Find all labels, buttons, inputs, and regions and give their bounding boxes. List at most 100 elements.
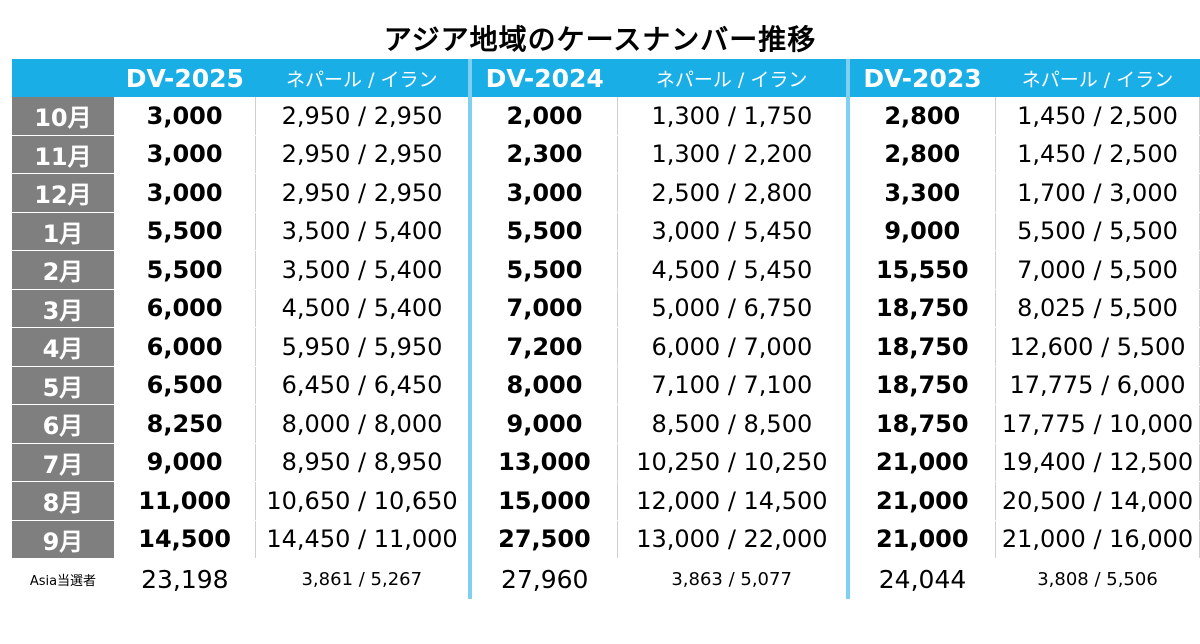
dv2023-total: 18,750 bbox=[845, 289, 996, 328]
dv2024-split: 4,500 / 5,450 bbox=[617, 250, 849, 290]
dv2024-split: 3,000 / 5,450 bbox=[617, 212, 849, 251]
dv2023-total: 15,550 bbox=[845, 250, 996, 290]
table-row: 10月 3,000 2,950 / 2,950 2,000 1,300 / 1,750 2… bbox=[12, 97, 1200, 136]
dv2025-total: 6,500 bbox=[113, 366, 257, 405]
footer-dv2025-split: 3,861 / 5,267 bbox=[301, 568, 423, 590]
month-label: 2月 bbox=[12, 250, 114, 290]
dv2024-total: 9,000 bbox=[467, 404, 619, 444]
dv2025-split: 6,450 / 6,450 bbox=[255, 366, 471, 405]
dv2025-split: 2,950 / 2,950 bbox=[255, 173, 471, 213]
dv2024-split: 5,000 / 6,750 bbox=[617, 289, 849, 328]
table-row: 2月 5,500 3,500 / 5,400 5,500 4,500 / 5,450 15… bbox=[12, 250, 1200, 290]
dv2025-total: 14,500 bbox=[113, 520, 257, 559]
footer-dv2023-total: 24,044 bbox=[845, 558, 996, 599]
dv2024-total: 5,500 bbox=[467, 250, 619, 290]
dv2024-split: 10,250 / 10,250 bbox=[617, 443, 849, 482]
header-corner bbox=[12, 59, 114, 97]
table-row: 7月 9,000 8,950 / 8,950 13,000 10,250 / 10,25… bbox=[12, 443, 1200, 482]
dv2023-split: 21,000 / 16,000 bbox=[995, 520, 1200, 559]
header-row: DV-2025 ネパール / イラン DV-2024 ネパール / イラン DV… bbox=[12, 59, 1200, 97]
dv2024-split: 6,000 / 7,000 bbox=[617, 327, 849, 367]
dv2023-total: 2,800 bbox=[845, 135, 996, 174]
dv2024-total: 2,000 bbox=[467, 97, 619, 136]
month-label: 1月 bbox=[12, 212, 114, 251]
dv2023-total: 21,000 bbox=[845, 443, 996, 482]
table-row: 8月 11,000 10,650 / 10,650 15,000 12,000 / 14… bbox=[12, 481, 1200, 521]
dv2023-split: 1,450 / 2,500 bbox=[995, 97, 1200, 136]
header-dv2023: DV-2023 bbox=[845, 59, 996, 97]
dv2023-total: 3,300 bbox=[845, 173, 996, 213]
footer-dv2024-total: 27,960 bbox=[467, 558, 618, 599]
dv2025-total: 8,250 bbox=[113, 404, 257, 444]
table-row: 9月 14,500 14,450 / 11,000 27,500 13,000 / 22… bbox=[12, 520, 1200, 559]
dv2023-split: 17,775 / 10,000 bbox=[995, 404, 1200, 444]
dv2025-split: 5,950 / 5,950 bbox=[255, 327, 471, 367]
dv2024-split: 1,300 / 2,200 bbox=[617, 135, 849, 174]
dv2025-total: 3,000 bbox=[113, 173, 257, 213]
header-dv2025: DV-2025 bbox=[113, 59, 256, 97]
dv2023-split: 17,775 / 6,000 bbox=[995, 366, 1200, 405]
dv2023-split: 20,500 / 14,000 bbox=[995, 481, 1200, 521]
dv2023-total: 18,750 bbox=[845, 404, 996, 444]
dv2023-total: 21,000 bbox=[845, 481, 996, 521]
dv2024-total: 15,000 bbox=[467, 481, 619, 521]
dv2023-total: 2,800 bbox=[845, 97, 996, 136]
table-row: 4月 6,000 5,950 / 5,950 7,200 6,000 / 7,000 18… bbox=[12, 327, 1200, 367]
dv2025-total: 11,000 bbox=[113, 481, 257, 521]
month-label: 11月 bbox=[12, 135, 114, 174]
dv2023-split: 7,000 / 5,500 bbox=[995, 250, 1200, 290]
dv2025-total: 5,500 bbox=[113, 250, 257, 290]
dv2023-total: 9,000 bbox=[845, 212, 996, 251]
dv2025-split: 14,450 / 11,000 bbox=[255, 520, 471, 559]
dv2025-total: 6,000 bbox=[113, 289, 257, 328]
table-row: 3月 6,000 4,500 / 5,400 7,000 5,000 / 6,750 18… bbox=[12, 289, 1200, 328]
dv2023-split: 8,025 / 5,500 bbox=[995, 289, 1200, 328]
dv2024-split: 7,100 / 7,100 bbox=[617, 366, 849, 405]
dv2023-total: 18,750 bbox=[845, 366, 996, 405]
header-dv2025-sub: ネパール / イラン bbox=[255, 59, 470, 97]
month-label: 3月 bbox=[12, 289, 114, 328]
case-number-table: DV-2025 ネパール / イラン DV-2024 ネパール / イラン DV… bbox=[12, 59, 1200, 599]
table-row: 5月 6,500 6,450 / 6,450 8,000 7,100 / 7,100 18… bbox=[12, 366, 1200, 405]
month-label: 9月 bbox=[12, 520, 114, 559]
month-label: 6月 bbox=[12, 404, 114, 444]
dv2025-split: 2,950 / 2,950 bbox=[255, 135, 471, 174]
dv2025-total: 3,000 bbox=[113, 97, 257, 136]
table-row: 6月 8,250 8,000 / 8,000 9,000 8,500 / 8,500 18… bbox=[12, 404, 1200, 444]
dv2025-split: 3,500 / 5,400 bbox=[255, 212, 471, 251]
month-label: 10月 bbox=[12, 97, 114, 136]
dv2024-total: 13,000 bbox=[467, 443, 619, 482]
dv2023-split: 12,600 / 5,500 bbox=[995, 327, 1200, 367]
dv2024-split: 13,000 / 22,000 bbox=[617, 520, 849, 559]
dv2024-split: 1,300 / 1,750 bbox=[617, 97, 849, 136]
dv2025-total: 6,000 bbox=[113, 327, 257, 367]
month-label: 4月 bbox=[12, 327, 114, 367]
month-label: 5月 bbox=[12, 366, 114, 405]
dv2024-total: 5,500 bbox=[467, 212, 619, 251]
table-row: 11月 3,000 2,950 / 2,950 2,300 1,300 / 2,200 2… bbox=[12, 135, 1200, 174]
dv2025-split: 8,000 / 8,000 bbox=[255, 404, 471, 444]
table-row: 12月 3,000 2,950 / 2,950 3,000 2,500 / 2,800 3… bbox=[12, 173, 1200, 213]
month-label: 8月 bbox=[12, 481, 114, 521]
header-dv2024: DV-2024 bbox=[467, 59, 618, 97]
dv2023-total: 21,000 bbox=[845, 520, 996, 559]
dv2024-split: 8,500 / 8,500 bbox=[617, 404, 849, 444]
dv2025-total: 9,000 bbox=[113, 443, 257, 482]
dv2025-total: 5,500 bbox=[113, 212, 257, 251]
dv2024-total: 7,200 bbox=[467, 327, 619, 367]
dv2023-split: 1,450 / 2,500 bbox=[995, 135, 1200, 174]
dv2024-total: 27,500 bbox=[467, 520, 619, 559]
footer-dv2024-split: 3,863 / 5,077 bbox=[671, 568, 792, 590]
dv2024-total: 8,000 bbox=[467, 366, 619, 405]
footer-dv2025-total: 23,198 bbox=[141, 564, 229, 594]
dv2024-total: 7,000 bbox=[467, 289, 619, 328]
dv2023-split: 19,400 / 12,500 bbox=[995, 443, 1200, 482]
header-dv2023-sub: ネパール / イラン bbox=[995, 59, 1200, 97]
dv2025-split: 2,950 / 2,950 bbox=[255, 97, 471, 136]
dv2024-split: 12,000 / 14,500 bbox=[617, 481, 849, 521]
dv2024-total: 2,300 bbox=[467, 135, 619, 174]
month-label: 7月 bbox=[12, 443, 114, 482]
page-title: アジア地域のケースナンバー推移 bbox=[383, 23, 817, 56]
month-label: 12月 bbox=[12, 173, 114, 213]
dv2024-split: 2,500 / 2,800 bbox=[617, 173, 849, 213]
